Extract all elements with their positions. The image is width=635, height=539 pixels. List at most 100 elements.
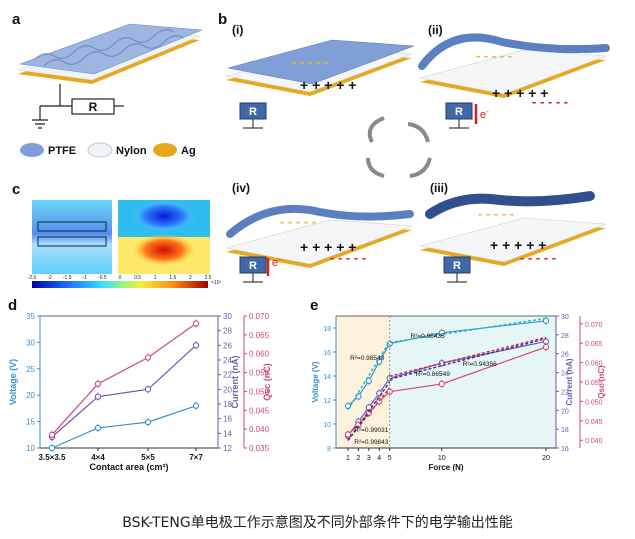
circuit-a bbox=[32, 84, 124, 129]
colorbar-tick-label: -1.5 bbox=[63, 275, 72, 281]
y-tick-label: 14 bbox=[323, 374, 331, 381]
y2-tick-label: 22 bbox=[561, 389, 569, 396]
x-tick-label: 3 bbox=[367, 455, 371, 462]
state-iv-label: (iv) bbox=[232, 181, 250, 195]
r-squared-annotation: R²=0.99031 bbox=[354, 427, 389, 434]
state-iii-label: (iii) bbox=[430, 181, 448, 195]
r-squared-annotation: R²=0.94356 bbox=[463, 361, 498, 368]
y3-tick-label: 0.070 bbox=[585, 322, 603, 329]
y3-axis-title: Qsc (nC) bbox=[262, 363, 272, 401]
y-tick-label: 20 bbox=[26, 391, 35, 400]
x-tick-label: 1 bbox=[346, 455, 350, 462]
svg-text:- - - - -: - - - - - bbox=[478, 206, 514, 221]
colorbar-tick-label: -2.5 bbox=[28, 275, 37, 281]
svg-text:+ + + + +: + + + + + bbox=[490, 237, 546, 253]
colorbar-tick-label: 0.5 bbox=[134, 275, 141, 281]
data-point-current bbox=[192, 342, 200, 349]
data-point-qsc bbox=[438, 380, 445, 388]
y3-tick-label: 0.060 bbox=[249, 350, 270, 359]
y-tick-label: 10 bbox=[26, 444, 35, 453]
y3-tick-label: 0.055 bbox=[249, 369, 270, 378]
x-tick-label: 5×5 bbox=[141, 453, 155, 462]
resistor-i-label: R bbox=[249, 106, 257, 118]
y2-tick-label: 16 bbox=[223, 415, 232, 424]
r-squared-annotation: R²=0.95435 bbox=[411, 333, 446, 340]
y2-tick-label: 26 bbox=[561, 352, 569, 359]
legend-ptfe-text: PTFE bbox=[48, 145, 76, 157]
material-legend: PTFE Nylon Ag bbox=[20, 142, 196, 158]
data-point-voltage bbox=[192, 402, 200, 409]
circuit-ii: R e- bbox=[445, 102, 489, 129]
svg-text:- - - - -: - - - - - bbox=[330, 250, 366, 265]
state-ii-illustration: - - - - - + + + + + - - - - - bbox=[418, 33, 610, 109]
resistor-iv-label: R bbox=[249, 260, 257, 272]
series-line-current bbox=[51, 344, 197, 438]
y-tick-label: 8 bbox=[327, 446, 331, 453]
y3-tick-label: 0.050 bbox=[249, 387, 270, 396]
y3-tick-label: 0.050 bbox=[585, 399, 603, 406]
panel-b: b (i) (ii) (iii) (iv) - - - - - + + + + … bbox=[218, 11, 610, 283]
y2-tick-label: 30 bbox=[223, 312, 232, 321]
data-point-qsc bbox=[144, 354, 152, 361]
svg-text:- - - - -: - - - - - bbox=[532, 94, 568, 109]
panel-c-label: c bbox=[12, 181, 20, 198]
data-point-current bbox=[94, 393, 102, 400]
y3-tick-label: 0.035 bbox=[249, 444, 270, 453]
y3-tick-label: 0.045 bbox=[249, 406, 270, 415]
data-point-qsc bbox=[542, 343, 550, 351]
panel-c: c -2.5 -2 -1.5 -1 -0.5 0 0.5 1 1.5 2 2.5 ×10⁷ bbox=[12, 181, 221, 288]
colorbar-tick-label: 0 bbox=[119, 275, 122, 281]
y-tick-label: 12 bbox=[323, 398, 331, 405]
y3-tick-label: 0.045 bbox=[585, 419, 603, 426]
panel-d-label: d bbox=[8, 297, 17, 314]
state-i-label: (i) bbox=[232, 23, 243, 37]
y2-tick-label: 26 bbox=[223, 341, 232, 350]
y2-tick-label: 16 bbox=[561, 446, 569, 453]
x-tick-label: 3.5×3.5 bbox=[39, 453, 66, 462]
legend-ag-swatch bbox=[153, 143, 177, 157]
y-tick-label: 30 bbox=[26, 338, 35, 347]
resistor-a-box bbox=[71, 98, 115, 115]
x-axis-title: Force (N) bbox=[428, 463, 463, 472]
data-point-current bbox=[144, 386, 152, 393]
colorbar-exponent: ×10⁷ bbox=[211, 280, 221, 286]
colorbar-tick-label: 1 bbox=[154, 275, 157, 281]
y-axis-title: Voltage (V) bbox=[311, 361, 320, 403]
y2-tick-label: 18 bbox=[223, 400, 232, 409]
y3-axis-title: Qsc (nC) bbox=[597, 365, 606, 399]
data-point-voltage bbox=[542, 317, 550, 324]
state-iii-illustration: - - - - - + + + + + - - - - - bbox=[419, 191, 607, 266]
state-iv-illustration: - - - - - + + + + + - - - - - bbox=[225, 204, 414, 268]
electron-iv-label: e- bbox=[272, 255, 281, 269]
data-point-qsc bbox=[48, 431, 56, 438]
x-tick-label: 10 bbox=[438, 455, 446, 462]
y2-tick-label: 22 bbox=[223, 371, 232, 380]
chart-e: 8101214161816182022242628300.0400.0450.0… bbox=[311, 314, 606, 472]
y2-tick-label: 24 bbox=[561, 371, 569, 378]
y-tick-label: 25 bbox=[26, 365, 35, 374]
y-tick-label: 35 bbox=[26, 312, 35, 321]
resistor-ii-label: R bbox=[455, 106, 463, 118]
colorbar-tick-label: 2 bbox=[189, 275, 192, 281]
colorbar-ticks: -2.5 -2 -1.5 -1 -0.5 0 0.5 1 1.5 2 2.5 bbox=[28, 275, 212, 281]
plot-shade-region bbox=[336, 316, 390, 448]
y2-tick-label: 12 bbox=[223, 444, 232, 453]
panel-d: d 10 15 20 25 30 35 12 14 16 18 20 22 24 26 28 30 0.035 0… bbox=[8, 297, 272, 472]
colorbar-tick-label: -2 bbox=[47, 275, 52, 281]
x-tick-label: 20 bbox=[542, 455, 550, 462]
state-i-illustration: - - - - - + + + + + bbox=[225, 39, 415, 96]
r-squared-annotation: R²=0.86549 bbox=[416, 371, 451, 378]
x-tick-label: 4×4 bbox=[91, 453, 105, 462]
y2-tick-label: 18 bbox=[561, 427, 569, 434]
y3-tick-label: 0.065 bbox=[249, 331, 270, 340]
legend-ptfe-swatch bbox=[20, 143, 44, 157]
circuit-i: R bbox=[239, 102, 267, 129]
figure-caption: BSK-TENG单电极工作示意图及不同外部条件下的电学输出性能 bbox=[122, 515, 513, 531]
fit-line bbox=[347, 381, 391, 441]
legend-nylon-text: Nylon bbox=[116, 145, 147, 157]
circuit-iii: R bbox=[443, 256, 471, 283]
textile-layers-illustration bbox=[17, 23, 203, 84]
svg-text:- - - - -: - - - - - bbox=[280, 214, 316, 229]
x-axis-title: Contact area (cm²) bbox=[89, 462, 168, 472]
